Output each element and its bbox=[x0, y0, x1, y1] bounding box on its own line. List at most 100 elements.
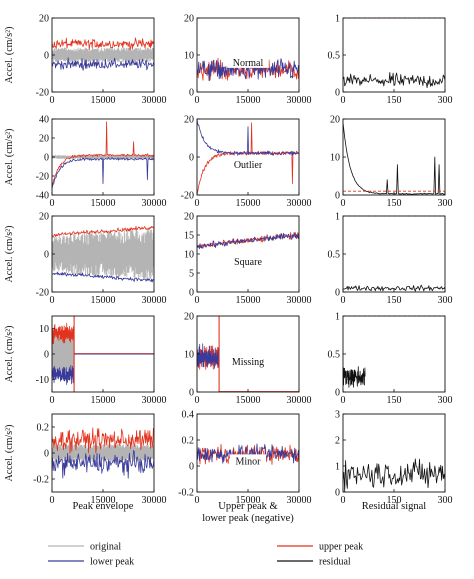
y-tick-label: 0 bbox=[335, 488, 340, 499]
series-upper bbox=[52, 427, 154, 454]
x-tick-label: 15000 bbox=[236, 95, 261, 106]
series-residual bbox=[343, 72, 445, 89]
x-tick-label: 150 bbox=[387, 198, 402, 209]
x-tick-label: 150 bbox=[387, 95, 402, 106]
y-axis-title: Accel. (cm/s²) bbox=[4, 27, 15, 84]
y-tick-label: -40 bbox=[36, 191, 49, 202]
x-tick-label: 30000 bbox=[142, 395, 167, 406]
series-residual bbox=[343, 122, 445, 195]
x-tick-label: 0 bbox=[50, 295, 55, 306]
y-tick-label: 15 bbox=[184, 231, 194, 242]
legend-label-upper: upper peak bbox=[319, 542, 363, 553]
row-label-bg bbox=[230, 454, 266, 467]
plot-frame bbox=[196, 17, 300, 93]
plot-frame bbox=[196, 215, 300, 293]
x-tick-label: 30000 bbox=[287, 395, 312, 406]
row-label: Outlier bbox=[234, 160, 263, 171]
x-tick-label: 30000 bbox=[287, 295, 312, 306]
y-tick-label: 0.2 bbox=[37, 423, 50, 434]
y-tick-label: 10 bbox=[330, 153, 340, 164]
y-axis-title: Accel. (cm/s²) bbox=[4, 326, 15, 383]
x-tick-label: 15000 bbox=[91, 198, 116, 209]
plot-frame bbox=[342, 215, 446, 293]
traces bbox=[52, 37, 154, 71]
y-tick-label: 5 bbox=[189, 269, 194, 280]
row-label-bg bbox=[227, 255, 269, 268]
y-tick-label: 0 bbox=[44, 250, 49, 261]
x-tick-label: 15000 bbox=[91, 295, 116, 306]
y-tick-label: 20 bbox=[184, 212, 194, 223]
x-tick-label: 150 bbox=[387, 295, 402, 306]
x-tick-label: 15000 bbox=[91, 95, 116, 106]
y-tick-label: 20 bbox=[184, 14, 194, 25]
y-tick-label: 10 bbox=[184, 350, 194, 361]
y-tick-label: 0.5 bbox=[328, 350, 341, 361]
x-tick-label: 300 bbox=[438, 295, 453, 306]
y-tick-label: 0 bbox=[335, 88, 340, 99]
legend-label-original: original bbox=[90, 542, 121, 553]
x-tick-label: 0 bbox=[341, 198, 346, 209]
traces bbox=[343, 284, 445, 292]
y-tick-label: 1 bbox=[335, 312, 340, 323]
x-tick-label: 0 bbox=[195, 395, 200, 406]
y-tick-label: 20 bbox=[184, 115, 194, 126]
y-tick-label: -0.2 bbox=[178, 488, 194, 499]
plot-frame bbox=[342, 118, 446, 196]
plot-frame bbox=[342, 413, 446, 493]
y-axis-title: Accel. (cm/s²) bbox=[4, 425, 15, 482]
y-tick-label: 0.5 bbox=[328, 250, 341, 261]
panel-outlier-residual: 0 150 300 0 10 20 bbox=[330, 115, 453, 210]
y-tick-label: 0 bbox=[189, 288, 194, 299]
y-axis-title: Accel. (cm/s²) bbox=[4, 226, 15, 283]
series-upper bbox=[52, 37, 154, 51]
x-tick-label: 300 bbox=[438, 95, 453, 106]
x-tick-label: 0 bbox=[195, 495, 200, 506]
x-tick-label: 30000 bbox=[142, 295, 167, 306]
x-tick-label: 30000 bbox=[142, 198, 167, 209]
y-tick-label: 0 bbox=[44, 350, 49, 361]
row-label: Minor bbox=[236, 456, 262, 467]
y-tick-label: 20 bbox=[39, 14, 49, 25]
series-upper bbox=[52, 121, 154, 189]
series-original bbox=[52, 228, 154, 280]
panel-square-residual: 0 150 300 0 0.5 1 bbox=[328, 212, 453, 307]
x-tick-label: 0 bbox=[195, 295, 200, 306]
traces bbox=[343, 72, 445, 89]
traces bbox=[52, 427, 154, 479]
y-tick-label: 20 bbox=[330, 115, 340, 126]
x-tick-label: 150 bbox=[387, 495, 402, 506]
panel-normal-peaks: 0 15000 30000 0 10 20 Normal bbox=[184, 14, 312, 107]
y-tick-label: 0 bbox=[189, 153, 194, 164]
x-tick-label: 300 bbox=[438, 198, 453, 209]
x-tick-label: 15000 bbox=[236, 395, 261, 406]
y-tick-label: 0 bbox=[44, 449, 49, 460]
x-tick-label: 0 bbox=[50, 395, 55, 406]
y-tick-label: -20 bbox=[36, 288, 49, 299]
series-residual bbox=[343, 458, 445, 492]
legend-label-lower: lower peak bbox=[90, 557, 134, 568]
y-tick-label: 20 bbox=[39, 134, 49, 145]
y-tick-label: 0 bbox=[44, 51, 49, 62]
x-tick-label: 30000 bbox=[287, 198, 312, 209]
panel-outlier-envelope: 0 15000 30000 -40 -20 0 20 40 Accel. (cm/s²) bbox=[4, 115, 167, 210]
y-tick-label: 40 bbox=[39, 115, 49, 126]
x-tick-label: 300 bbox=[438, 395, 453, 406]
y-tick-label: 10 bbox=[184, 250, 194, 261]
series-lower bbox=[52, 365, 75, 385]
x-tick-label: 15000 bbox=[91, 395, 116, 406]
y-tick-label: -20 bbox=[36, 88, 49, 99]
traces bbox=[52, 121, 154, 189]
column-label-envelope: Peak envelope bbox=[73, 501, 134, 512]
series-lower bbox=[52, 57, 154, 71]
y-tick-label: 0 bbox=[189, 88, 194, 99]
traces bbox=[343, 122, 445, 195]
series-lower bbox=[197, 343, 220, 369]
x-tick-label: 30000 bbox=[287, 95, 312, 106]
series-upper bbox=[52, 225, 154, 238]
traces bbox=[197, 119, 299, 195]
x-tick-label: 0 bbox=[195, 198, 200, 209]
